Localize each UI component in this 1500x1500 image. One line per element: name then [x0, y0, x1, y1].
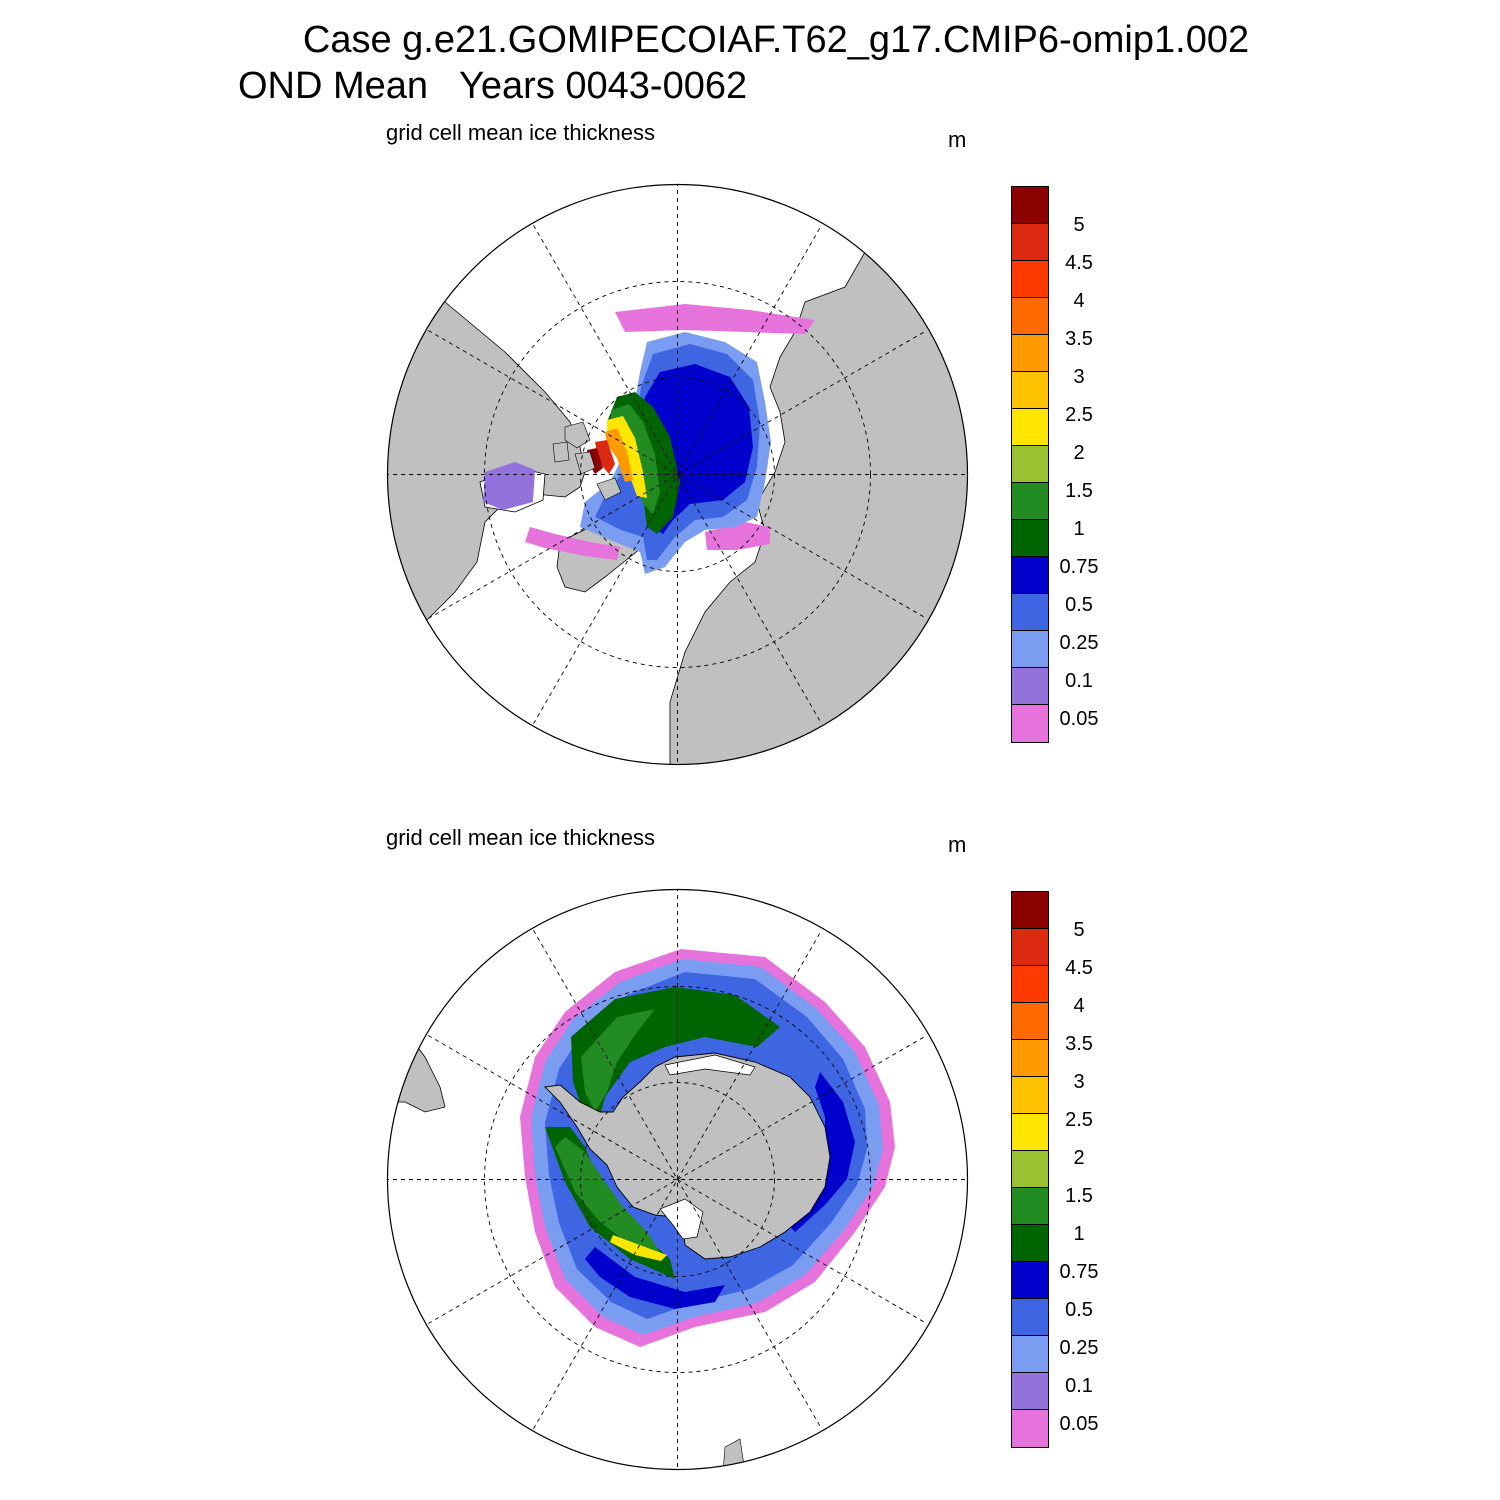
colorbar-label: 2.5: [1065, 404, 1093, 426]
colorbar-box: [1012, 483, 1048, 520]
colorbar-box: [1012, 1151, 1048, 1188]
colorbar-label: 0.05: [1059, 1413, 1099, 1435]
colorbar-box: [1012, 409, 1048, 446]
colorbar-box: [1012, 1336, 1048, 1373]
colorbar-label: 1.5: [1065, 480, 1093, 502]
colorbar-box: [1012, 446, 1048, 483]
colorbar-label: 0.1: [1065, 1375, 1093, 1397]
panel-title-south: grid cell mean ice thickness: [386, 825, 656, 850]
colorbar-box: [1012, 1040, 1048, 1077]
map-boundary: [386, 183, 969, 766]
colorbar-label: 0.25: [1059, 632, 1099, 654]
ross-ice-shelf: [659, 1198, 704, 1240]
colorbar-label: 0.1: [1065, 670, 1093, 692]
colorbar-box: [1012, 335, 1048, 372]
colorbar-box: [1012, 1077, 1048, 1114]
colorbar-box: [1012, 1225, 1048, 1262]
colorbar-label: 0.5: [1065, 1299, 1093, 1321]
colorbar-north: [1011, 186, 1049, 743]
colorbar-label: 3: [1073, 366, 1085, 388]
panel-title-north: grid cell mean ice thickness: [386, 120, 656, 145]
colorbar-box: [1012, 1373, 1048, 1410]
colorbar-label: 0.5: [1065, 594, 1093, 616]
colorbar-box: [1012, 892, 1048, 929]
colorbar-label: 4: [1073, 995, 1085, 1017]
colorbar-box: [1012, 705, 1048, 742]
colorbar-box: [1012, 1003, 1048, 1040]
colorbar-label: 2: [1073, 442, 1085, 464]
colorbar-box: [1012, 187, 1048, 224]
colorbar-label: 5: [1073, 214, 1085, 236]
colorbar-box: [1012, 1188, 1048, 1225]
colorbar-label: 2: [1073, 1147, 1085, 1169]
colorbar-south: [1011, 891, 1049, 1448]
colorbar-box: [1012, 668, 1048, 705]
colorbar-box: [1012, 261, 1048, 298]
figure-title-case: Case g.e21.GOMIPECOIAF.T62_g17.CMIP6-omi…: [302, 19, 1250, 61]
map-boundary: [386, 888, 969, 1471]
colorbar-box: [1012, 929, 1048, 966]
colorbar-box: [1012, 520, 1048, 557]
colorbar-label: 1.5: [1065, 1185, 1093, 1207]
colorbar-label: 4: [1073, 290, 1085, 312]
colorbar-box: [1012, 557, 1048, 594]
colorbar-box: [1012, 1262, 1048, 1299]
colorbar-box: [1012, 966, 1048, 1003]
colorbar-label: 2.5: [1065, 1109, 1093, 1131]
colorbar-label: 3: [1073, 1071, 1085, 1093]
colorbar-label: 3.5: [1065, 328, 1093, 350]
colorbar-label: 3.5: [1065, 1033, 1093, 1055]
figure-title-period: OND Mean Years 0043-0062: [238, 65, 748, 107]
units-label-south: m: [948, 832, 967, 857]
colorbar-box: [1012, 372, 1048, 409]
colorbar-label: 0.25: [1059, 1337, 1099, 1359]
antarctica-land: [544, 1052, 831, 1260]
arctic-ice-thickness-map: [385, 182, 970, 767]
colorbar-box: [1012, 224, 1048, 261]
colorbar-label: 5: [1073, 919, 1085, 941]
colorbar-box: [1012, 631, 1048, 668]
colorbar-box: [1012, 1114, 1048, 1151]
colorbar-label: 1: [1073, 518, 1085, 540]
weddell-ice-shelf: [664, 1054, 756, 1076]
colorbar-label: 0.75: [1059, 556, 1099, 578]
colorbar-box: [1012, 1410, 1048, 1447]
colorbar-label: 1: [1073, 1223, 1085, 1245]
colorbar-box: [1012, 594, 1048, 631]
colorbar-label: 4.5: [1065, 252, 1093, 274]
colorbar-label: 0.05: [1059, 708, 1099, 730]
units-label-north: m: [948, 127, 967, 152]
colorbar-box: [1012, 1299, 1048, 1336]
colorbar-label: 4.5: [1065, 957, 1093, 979]
colorbar-label: 0.75: [1059, 1261, 1099, 1283]
colorbar-box: [1012, 298, 1048, 335]
antarctic-ice-thickness-map: [385, 887, 970, 1472]
